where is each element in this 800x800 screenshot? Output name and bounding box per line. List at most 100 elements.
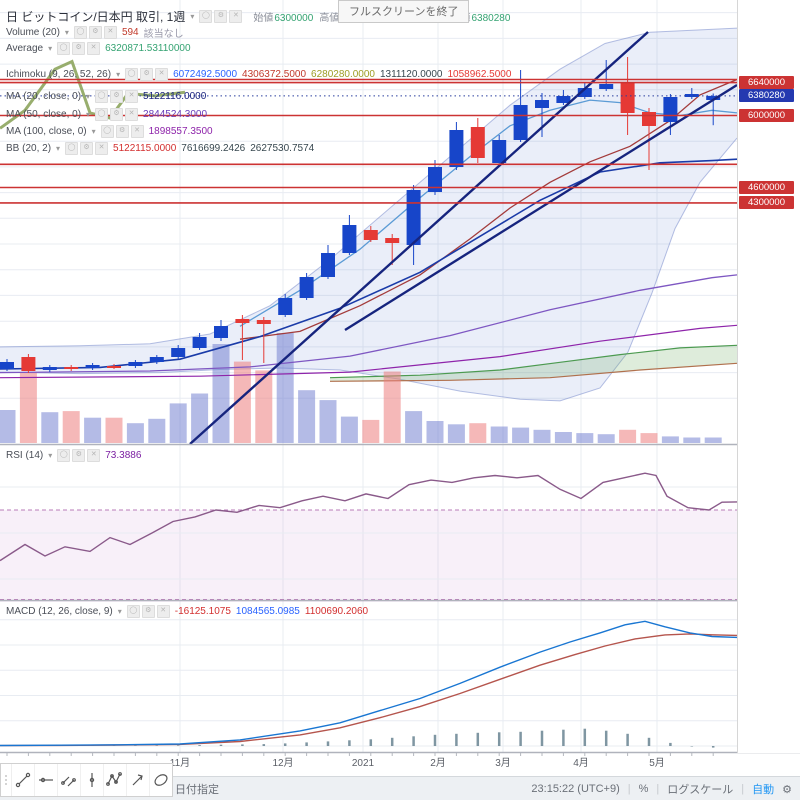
chevron-down-icon[interactable]: ▾ bbox=[116, 70, 121, 79]
indicator-label: BB (20, 2) bbox=[6, 143, 52, 154]
indicator-value: 1311120.0000 bbox=[379, 69, 443, 80]
trend-line-icon[interactable] bbox=[12, 764, 34, 796]
toolbar-drag-handle[interactable] bbox=[1, 764, 12, 796]
chevron-down-icon[interactable]: ▾ bbox=[86, 110, 91, 119]
indicator-value: 2627530.7574 bbox=[250, 143, 315, 154]
parallel-channel-icon[interactable] bbox=[57, 764, 80, 796]
visibility-icon[interactable]: ◯ bbox=[95, 90, 109, 103]
indicator-row[interactable]: Average ▾ ◯ ⚙ ✕ 6320871.53110000 bbox=[6, 42, 191, 55]
indicator-value: -16125.1075 bbox=[174, 606, 231, 617]
indicator-row[interactable]: Ichimoku (9, 26, 52, 26) ▾ ◯ ⚙ ✕ 6072492.5000… bbox=[6, 68, 511, 81]
log-scale-button[interactable]: ログスケール bbox=[667, 784, 734, 796]
close-icon[interactable]: ✕ bbox=[155, 68, 169, 81]
close-icon[interactable]: ✕ bbox=[87, 42, 101, 55]
ohlc-value: 6300000 bbox=[274, 13, 314, 24]
chevron-down-icon[interactable]: ▾ bbox=[64, 28, 69, 37]
indicator-value: 該当なし bbox=[143, 29, 184, 40]
close-icon[interactable]: ✕ bbox=[130, 125, 144, 138]
chevron-down-icon[interactable]: ▾ bbox=[56, 144, 61, 153]
close-icon[interactable]: ✕ bbox=[125, 90, 139, 103]
settings-icon[interactable]: ⚙ bbox=[72, 449, 86, 462]
svg-text:2021: 2021 bbox=[352, 758, 375, 769]
close-icon[interactable]: ✕ bbox=[229, 10, 243, 23]
indicator-label: MA (50, close, 0) bbox=[6, 109, 82, 120]
date-range-button[interactable]: 日付指定 bbox=[175, 784, 219, 796]
indicator-value: 5122115.0000 bbox=[113, 143, 177, 154]
indicator-value: 1084565.0985 bbox=[235, 606, 300, 617]
settings-icon[interactable]: ⚙ bbox=[214, 10, 228, 23]
indicator-value: 73.3886 bbox=[105, 450, 142, 461]
chevron-down-icon[interactable]: ▾ bbox=[117, 607, 122, 616]
horizontal-ray-icon[interactable] bbox=[34, 764, 57, 796]
settings-icon[interactable]: ⚙ bbox=[110, 90, 124, 103]
clock-label[interactable]: 23:15:22 (UTC+9) bbox=[531, 783, 620, 795]
settings-icon[interactable]: ⚙ bbox=[140, 68, 154, 81]
svg-text:3月: 3月 bbox=[495, 757, 511, 769]
visibility-icon[interactable]: ◯ bbox=[95, 108, 109, 121]
price-badge: 6640000 bbox=[739, 76, 794, 90]
indicator-row[interactable]: MACD (12, 26, close, 9) ▾ ◯ ⚙ ✕ -16125.1075 10… bbox=[6, 605, 368, 618]
price-badge: 6000000 bbox=[739, 109, 794, 122]
svg-text:4月: 4月 bbox=[573, 757, 589, 769]
fullscreen-exit-tooltip: フルスクリーンを終了 bbox=[338, 0, 470, 23]
indicator-value: 6072492.5000 bbox=[173, 69, 238, 80]
symbol-title: 日 ビットコイン/日本円 取引, 1週 bbox=[6, 10, 186, 24]
visibility-icon[interactable]: ◯ bbox=[57, 42, 71, 55]
settings-icon[interactable]: ⚙ bbox=[80, 142, 94, 155]
indicator-row[interactable]: RSI (14) ▾ ◯ ⚙ ✕ 73.3886 bbox=[6, 449, 141, 462]
settings-icon[interactable]: ⚙ bbox=[72, 42, 86, 55]
close-icon[interactable]: ✕ bbox=[156, 605, 170, 618]
settings-icon[interactable]: ⚙ bbox=[88, 26, 102, 39]
auto-scale-button[interactable]: 自動 bbox=[752, 784, 775, 796]
ohlc-value: 6380280 bbox=[471, 13, 511, 24]
drawing-toolbar[interactable] bbox=[0, 763, 173, 797]
indicator-value: 6320871.53110000 bbox=[105, 43, 191, 54]
price-badge: 6380280 bbox=[739, 89, 794, 103]
visibility-icon[interactable]: ◯ bbox=[65, 142, 79, 155]
indicator-row[interactable]: MA (100, close, 0) ▾ ◯ ⚙ ✕ 1898557.3500 bbox=[6, 125, 213, 138]
indicator-row[interactable]: MA (20, close, 0) ▾ ◯ ⚙ ✕ 5122116.0000 bbox=[6, 90, 206, 103]
svg-text:5月: 5月 bbox=[649, 757, 665, 769]
indicator-row[interactable]: BB (20, 2) ▾ ◯ ⚙ ✕ 5122115.0000 7616699.2426 26… bbox=[6, 142, 314, 155]
svg-text:11月: 11月 bbox=[170, 757, 190, 769]
indicator-label: RSI (14) bbox=[6, 450, 44, 461]
visibility-icon[interactable]: ◯ bbox=[73, 26, 87, 39]
visibility-icon[interactable]: ◯ bbox=[125, 68, 139, 81]
close-icon[interactable]: ✕ bbox=[87, 449, 101, 462]
ellipse-shape-icon[interactable] bbox=[149, 764, 172, 796]
svg-text:12月: 12月 bbox=[272, 757, 293, 769]
indicator-value: 1100690.2060 bbox=[304, 606, 369, 617]
ohlc-label: 高値 bbox=[319, 13, 340, 24]
indicator-value: 7616699.2426 bbox=[181, 143, 246, 154]
indicator-value: 4306372.5000 bbox=[242, 69, 307, 80]
close-icon[interactable]: ✕ bbox=[95, 142, 109, 155]
chevron-down-icon[interactable]: ▾ bbox=[48, 44, 53, 53]
visibility-icon[interactable]: ◯ bbox=[126, 605, 140, 618]
percent-scale-button[interactable]: % bbox=[638, 783, 649, 795]
settings-icon[interactable]: ⚙ bbox=[115, 125, 129, 138]
indicator-row[interactable]: MA (50, close, 0) ▾ ◯ ⚙ ✕ 2844524.3000 bbox=[6, 108, 207, 121]
arrow-icon[interactable] bbox=[126, 764, 149, 796]
xabcd-pattern-icon[interactable] bbox=[103, 764, 126, 796]
settings-icon[interactable]: ⚙ bbox=[141, 605, 155, 618]
close-icon[interactable]: ✕ bbox=[125, 108, 139, 121]
chevron-down-icon[interactable]: ▾ bbox=[190, 12, 195, 21]
visibility-icon[interactable]: ◯ bbox=[199, 10, 213, 23]
chevron-down-icon[interactable]: ▾ bbox=[48, 451, 53, 460]
ohlc-label: 始値 bbox=[253, 13, 274, 24]
visibility-icon[interactable]: ◯ bbox=[57, 449, 71, 462]
visibility-icon[interactable]: ◯ bbox=[100, 125, 114, 138]
close-icon[interactable]: ✕ bbox=[103, 26, 117, 39]
indicator-value: 594 bbox=[121, 27, 139, 38]
indicator-value: 2844524.3000 bbox=[143, 109, 208, 120]
settings-icon[interactable]: ⚙ bbox=[110, 108, 124, 121]
symbol-actions[interactable]: ◯ ⚙ ✕ bbox=[199, 10, 243, 23]
price-axis[interactable] bbox=[737, 0, 800, 753]
gear-icon[interactable]: ⚙ bbox=[782, 783, 792, 796]
indicator-label: MACD (12, 26, close, 9) bbox=[6, 606, 113, 617]
vertical-line-icon[interactable] bbox=[80, 764, 103, 796]
chevron-down-icon[interactable]: ▾ bbox=[86, 92, 91, 101]
indicator-row[interactable]: Volume (20) ▾ ◯ ⚙ ✕ 594 該当なし bbox=[6, 25, 184, 40]
chevron-down-icon[interactable]: ▾ bbox=[91, 127, 96, 136]
indicator-label: MA (20, close, 0) bbox=[6, 91, 82, 102]
